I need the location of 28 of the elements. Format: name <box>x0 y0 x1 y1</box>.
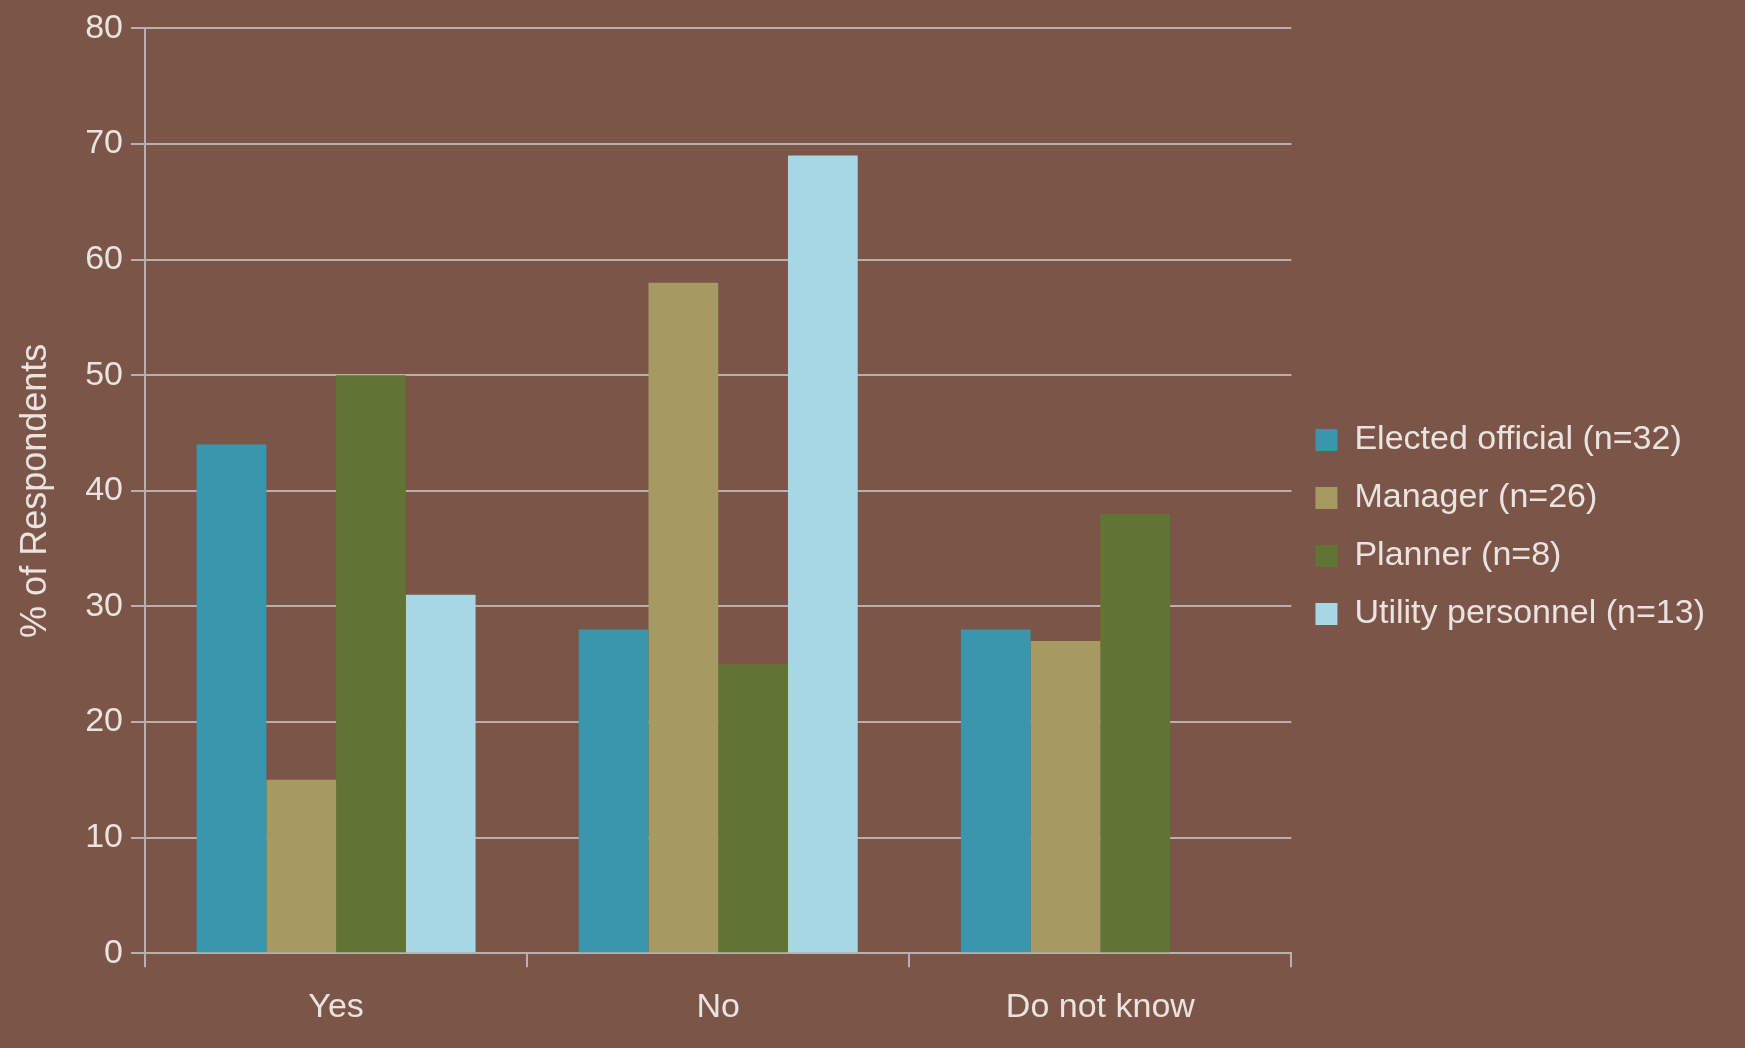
legend-label: Planner (n=8) <box>1354 534 1562 573</box>
y-tick-label: 40 <box>85 469 124 508</box>
y-tick-label: 50 <box>85 353 124 392</box>
bar <box>960 629 1031 953</box>
y-tick-label: 60 <box>85 237 124 276</box>
bar <box>196 444 267 953</box>
bar <box>266 779 337 953</box>
x-tick-label: Do not know <box>1005 985 1196 1024</box>
y-tick-label: 80 <box>85 6 124 45</box>
legend-label: Utility personnel (n=13) <box>1354 592 1705 631</box>
y-tick-label: 10 <box>85 815 124 854</box>
bar <box>405 594 476 953</box>
y-tick-label: 20 <box>85 700 124 739</box>
legend-label: Elected official (n=32) <box>1354 418 1682 457</box>
bar <box>578 629 649 953</box>
bar <box>1100 513 1171 953</box>
bar <box>336 375 406 953</box>
bar <box>648 282 719 953</box>
y-tick-label: 0 <box>104 931 124 970</box>
x-tick-label: Yes <box>308 985 364 1024</box>
y-axis-title: % of Respondents <box>12 343 54 638</box>
bar <box>718 664 788 953</box>
legend-label: Manager (n=26) <box>1354 476 1598 515</box>
y-tick-label: 70 <box>85 122 124 161</box>
x-tick-label: No <box>696 985 740 1024</box>
bar <box>1030 641 1101 953</box>
y-tick-label: 30 <box>85 584 124 623</box>
bar <box>787 155 858 953</box>
